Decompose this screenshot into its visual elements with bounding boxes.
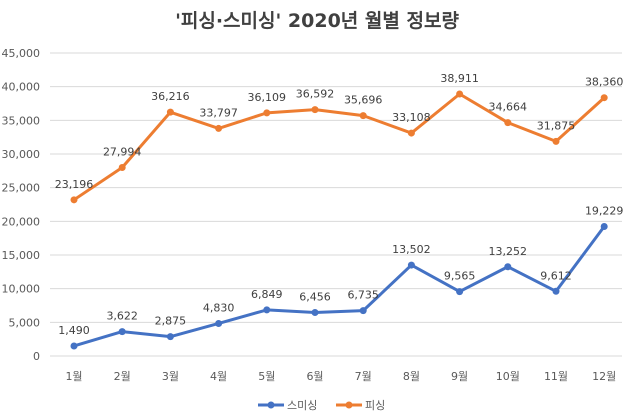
data-point [552, 287, 560, 295]
data-point [311, 309, 319, 317]
data-label: 31,875 [537, 119, 576, 132]
x-tick-label: 2월 [114, 370, 131, 383]
data-label: 36,216 [151, 90, 190, 103]
x-tick-label: 8월 [403, 370, 420, 383]
data-point [166, 108, 174, 116]
data-point [359, 307, 367, 315]
data-point [407, 261, 415, 269]
data-label: 27,994 [103, 146, 142, 159]
y-tick-label: 20,000 [2, 215, 41, 228]
data-label: 6,735 [347, 289, 379, 302]
chart-title: '피싱·스미싱' 2020년 월별 정보량 [175, 10, 459, 32]
data-label: 23,196 [55, 178, 94, 191]
x-tick-label: 10월 [496, 370, 520, 383]
data-point [70, 196, 78, 204]
legend-label: 피싱 [365, 399, 385, 412]
x-tick-label: 3월 [162, 370, 179, 383]
y-tick-label: 40,000 [2, 81, 41, 94]
data-point [456, 288, 464, 296]
y-tick-label: 35,000 [2, 114, 41, 127]
legend-label: 스미싱 [287, 399, 317, 412]
data-point [600, 94, 608, 102]
data-label: 6,456 [299, 291, 331, 304]
y-tick-label: 0 [33, 350, 40, 363]
data-point [504, 263, 512, 271]
series-line [73, 225, 606, 348]
x-tick-label: 9월 [451, 370, 468, 383]
data-label: 6,849 [251, 288, 283, 301]
x-tick-label: 4월 [210, 370, 227, 383]
data-label: 35,696 [344, 94, 383, 107]
data-label: 9,565 [444, 270, 476, 283]
data-point [407, 129, 415, 137]
data-point [456, 90, 464, 98]
data-label: 34,664 [489, 101, 528, 114]
legend-marker [345, 401, 353, 409]
x-tick-label: 12월 [592, 370, 616, 383]
data-label: 1,490 [58, 324, 90, 337]
data-label: 36,592 [296, 88, 335, 101]
data-label: 33,108 [392, 111, 431, 124]
series-line [73, 92, 606, 202]
data-label: 9,612 [540, 269, 572, 282]
data-point [600, 223, 608, 231]
data-point [263, 109, 271, 117]
x-tick-label: 6월 [306, 370, 323, 383]
x-tick-label: 7월 [355, 370, 372, 383]
data-point [215, 319, 223, 327]
data-point [215, 124, 223, 132]
y-tick-label: 15,000 [2, 249, 41, 262]
data-label: 38,360 [585, 76, 624, 89]
y-tick-label: 25,000 [2, 182, 41, 195]
data-point [166, 333, 174, 341]
data-point [552, 137, 560, 145]
x-tick-label: 11월 [544, 370, 568, 383]
data-point [359, 112, 367, 120]
legend-marker [267, 401, 275, 409]
data-label: 13,502 [392, 243, 431, 256]
data-point [70, 342, 78, 350]
x-tick-label: 5월 [258, 370, 275, 383]
y-tick-label: 30,000 [2, 148, 41, 161]
data-label: 3,622 [106, 310, 138, 323]
data-point [504, 119, 512, 127]
data-label: 38,911 [440, 72, 479, 85]
data-point [118, 328, 126, 336]
data-point [311, 106, 319, 114]
y-tick-label: 45,000 [2, 47, 41, 60]
x-tick-label: 1월 [65, 370, 82, 383]
data-label: 36,109 [248, 91, 287, 104]
data-label: 4,830 [203, 301, 235, 314]
data-point [118, 164, 126, 172]
data-label: 2,875 [155, 315, 187, 328]
y-tick-label: 5,000 [9, 316, 41, 329]
data-point [263, 306, 271, 314]
data-label: 33,797 [199, 106, 238, 119]
data-label: 19,229 [585, 205, 624, 218]
data-label: 13,252 [489, 245, 528, 258]
y-tick-label: 10,000 [2, 283, 41, 296]
